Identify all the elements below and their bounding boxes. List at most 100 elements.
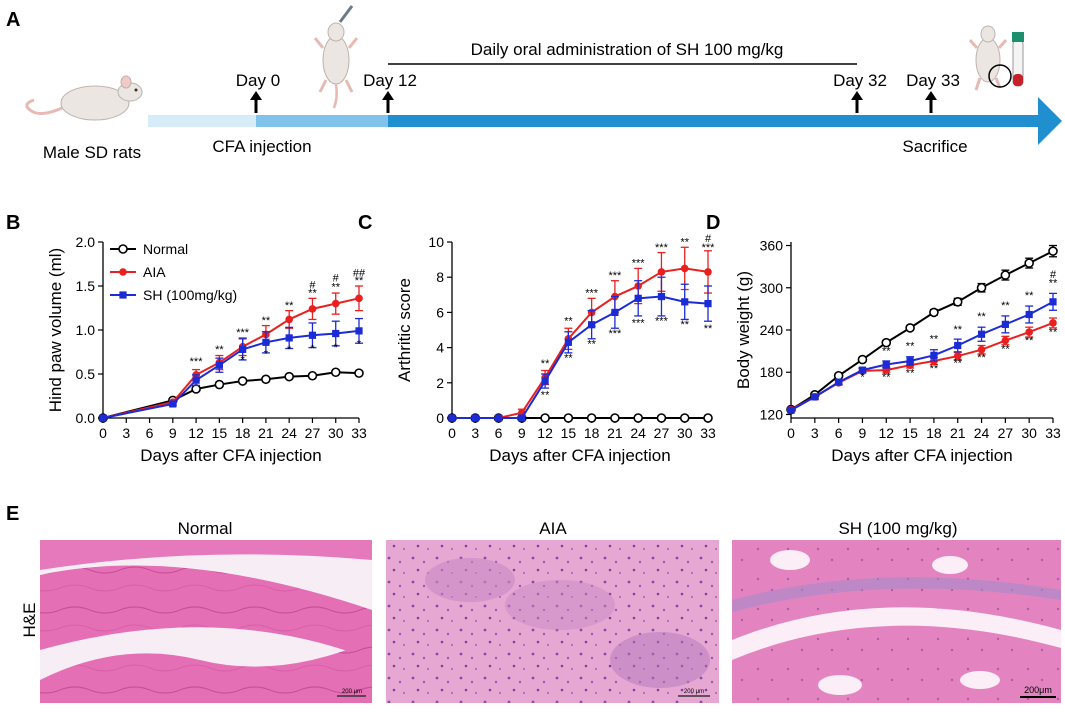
y-axis-label: Arthritic score	[395, 278, 414, 382]
y-tick-label: 180	[760, 364, 784, 380]
data-point	[586, 413, 597, 423]
x-tick-label: 24	[281, 425, 297, 441]
significance-label: ***	[236, 327, 250, 339]
y-tick-label: 0.5	[76, 366, 96, 382]
arrow-day33	[925, 91, 937, 113]
x-tick-label: 12	[537, 425, 553, 441]
day32-label: Day 32	[833, 71, 887, 90]
data-point	[657, 292, 666, 301]
x-tick-label: 33	[700, 425, 716, 441]
series-line	[102, 371, 360, 419]
data-point	[1049, 319, 1057, 327]
data-point	[332, 329, 340, 338]
chart-hind-paw-volume: 0 3 6 9 12 15 18 21 24 27 30 33 0.0 0.5 1.0 1.5 2.0 Days …	[46, 234, 367, 465]
significance-label: **	[882, 346, 891, 358]
data-point	[214, 379, 225, 390]
significance-label: **	[1025, 290, 1034, 302]
x-tick-label: 33	[351, 425, 367, 441]
y-axis-label: Hind paw volume (ml)	[46, 248, 65, 412]
timeline-segment-treatment	[388, 115, 1040, 127]
data-point	[564, 338, 572, 346]
data-point	[448, 414, 456, 422]
data-point	[285, 315, 293, 324]
significance-label: ***	[608, 328, 622, 340]
significance-label: **	[906, 367, 915, 379]
significance-label: *	[264, 348, 269, 360]
x-tick-label: 24	[630, 425, 646, 441]
data-point	[354, 368, 364, 378]
significance-label: **	[541, 358, 550, 370]
data-point	[471, 414, 479, 422]
significance-label: ***	[632, 258, 646, 270]
data-point	[952, 297, 963, 307]
data-point	[704, 300, 712, 308]
series-line	[790, 250, 1054, 411]
y-tick-label: 2	[436, 375, 444, 391]
y-axis-label: Body weight (g)	[734, 271, 753, 389]
x-tick-label: 18	[926, 425, 942, 441]
data-point	[1048, 246, 1058, 256]
stain-label: H&E	[20, 603, 39, 638]
data-point	[656, 413, 667, 423]
data-point	[330, 367, 341, 378]
data-point	[679, 413, 690, 423]
data-point	[977, 330, 986, 338]
significance-label: ***	[608, 270, 622, 282]
x-tick-label: 12	[878, 425, 894, 441]
data-point	[262, 338, 270, 346]
significance-label: #	[705, 233, 712, 245]
x-tick-label: 15	[212, 425, 228, 441]
y-tick-label: 0.0	[76, 410, 96, 426]
significance-label: ##	[353, 267, 366, 279]
data-point	[633, 413, 643, 423]
significance-label: ***	[655, 242, 669, 254]
x-tick-label: 0	[448, 425, 456, 441]
data-point	[681, 298, 689, 306]
data-point	[610, 413, 620, 423]
data-point	[1000, 270, 1011, 280]
data-point	[953, 352, 962, 360]
x-tick-label: 27	[305, 425, 321, 441]
x-tick-label: 9	[169, 425, 177, 441]
significance-label: **	[215, 344, 224, 356]
significance-label: ***	[585, 288, 599, 300]
data-point	[1025, 328, 1033, 336]
data-point	[930, 351, 938, 359]
significance-label: *	[287, 344, 292, 356]
data-point	[905, 323, 915, 333]
significance-label: **	[262, 315, 271, 327]
x-tick-label: 3	[471, 425, 479, 441]
significance-label: *	[357, 339, 362, 351]
series-line	[452, 267, 709, 419]
y-tick-label: 8	[436, 269, 444, 285]
y-tick-label: 0	[436, 410, 444, 426]
x-tick-label: 15	[902, 425, 918, 441]
legend-marker	[119, 291, 127, 299]
y-tick-label: 10	[428, 234, 444, 250]
data-point	[811, 393, 819, 401]
significance-label: ***	[190, 356, 204, 368]
data-point	[1024, 258, 1034, 268]
data-point	[787, 406, 795, 414]
y-tick-label: 240	[760, 322, 784, 338]
panel-letter-b: B	[6, 212, 20, 234]
significance-label: **	[1001, 344, 1010, 356]
y-tick-label: 1.0	[76, 322, 96, 338]
y-tick-label: 2.0	[76, 234, 96, 250]
panel-letter-e: E	[6, 503, 19, 525]
data-point	[355, 294, 363, 303]
data-point	[261, 374, 271, 385]
significance-label: **	[977, 352, 986, 364]
significance-label: **	[564, 353, 573, 365]
data-point	[906, 357, 914, 365]
data-point	[215, 361, 223, 369]
x-axis-label: Days after CFA injection	[831, 446, 1012, 465]
histology-normal: Normal 200 μm	[40, 519, 372, 703]
x-tick-label: 30	[1021, 425, 1037, 441]
significance-label: **	[355, 275, 364, 287]
significance-label: **	[953, 324, 962, 336]
x-tick-label: 21	[258, 425, 274, 441]
data-point	[657, 268, 666, 276]
significance-label: ***	[702, 242, 716, 254]
